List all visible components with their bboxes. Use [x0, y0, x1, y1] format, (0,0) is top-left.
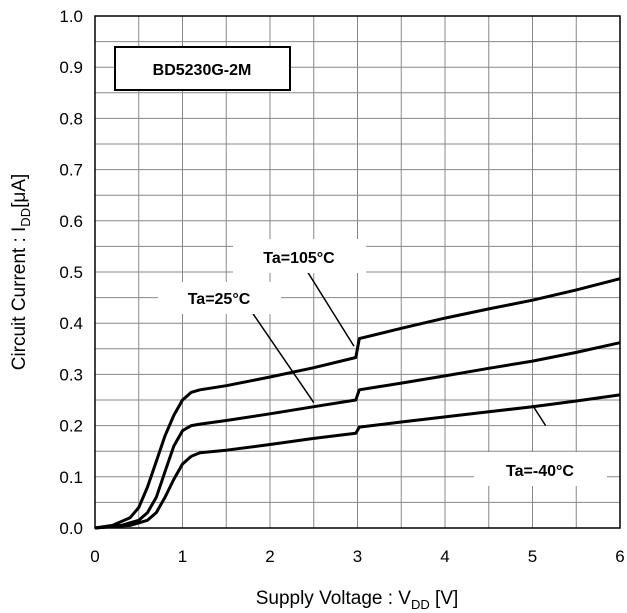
- x-axis-label-sub: DD: [411, 597, 430, 612]
- y-tick-label: 1.0: [59, 7, 83, 26]
- y-axis-label: Circuit Current : IDD[μA]: [9, 174, 33, 371]
- series-lines: [94, 277, 621, 530]
- y-tick-label: 0.9: [59, 58, 83, 77]
- chart-title: BD5230G-2M: [153, 62, 252, 79]
- y-tick-label: 0.0: [59, 519, 83, 538]
- x-tick-label: 2: [265, 547, 274, 566]
- plot-area-frame: [94, 15, 621, 529]
- annotation-box-minus40: [474, 452, 607, 486]
- annotation-ta-minus40: Ta=-40°C: [506, 463, 574, 480]
- x-tick-label: 0: [90, 547, 99, 566]
- y-tick-label: 0.8: [59, 109, 83, 128]
- annotation-leader-line: [531, 404, 547, 427]
- annotation-leaders: [251, 271, 547, 427]
- y-tick-label: 0.1: [59, 468, 83, 487]
- x-tick-labels: 0 1 2 3 4 5 6: [90, 547, 624, 566]
- annotation-box-105: [233, 239, 366, 273]
- x-axis-label: Supply Voltage : VDD [V]: [256, 588, 459, 612]
- title-box: [114, 46, 291, 91]
- y-axis-label-sub: DD: [18, 208, 33, 227]
- x-tick-label: 4: [440, 547, 449, 566]
- annotation-box-25: [158, 282, 281, 314]
- y-tick-label: 0.5: [59, 263, 83, 282]
- y-tick-label: 0.2: [59, 417, 83, 436]
- y-tick-label: 0.6: [59, 212, 83, 231]
- series-line-2: [94, 393, 621, 530]
- x-tick-label: 3: [353, 547, 362, 566]
- x-tick-label: 6: [615, 547, 624, 566]
- x-tick-label: 5: [528, 547, 537, 566]
- x-axis-label-unit: [V]: [430, 588, 459, 609]
- x-tick-label: 1: [178, 547, 187, 566]
- y-tick-labels: 0.0 0.1 0.2 0.3 0.4 0.5 0.6 0.7 0.8 0.9 1.0: [59, 7, 83, 538]
- y-tick-label: 0.3: [59, 365, 83, 384]
- y-axis-label-main: Circuit Current : I: [9, 227, 30, 371]
- annotation-ta-25: Ta=25°C: [188, 291, 251, 308]
- y-tick-label: 0.4: [59, 314, 83, 333]
- series-line-1: [94, 341, 621, 530]
- annotation-leader-line: [251, 312, 315, 403]
- series-line-0: [94, 277, 621, 530]
- annotation-leader-line: [306, 271, 355, 347]
- y-axis-label-unit: [μA]: [9, 174, 30, 208]
- x-axis-label-main: Supply Voltage : V: [256, 588, 412, 609]
- y-tick-label: 0.7: [59, 161, 83, 180]
- annotation-ta-105: Ta=105°C: [263, 250, 335, 267]
